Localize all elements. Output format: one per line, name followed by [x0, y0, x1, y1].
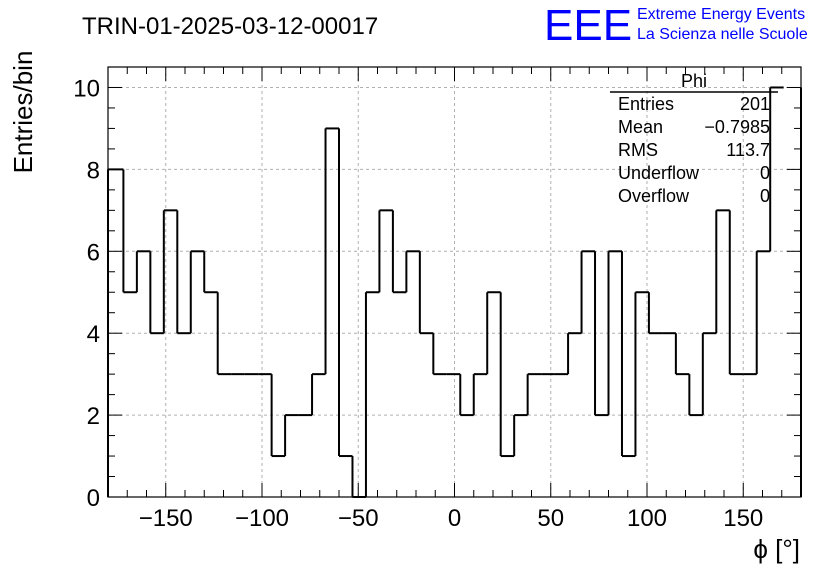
stats-row-label: Entries — [618, 94, 674, 114]
histogram-bin — [647, 292, 663, 335]
histogram-bin — [122, 169, 137, 294]
histogram-bin — [688, 374, 703, 417]
x-tick-label: 100 — [627, 505, 667, 532]
stats-row-value: 0 — [760, 163, 770, 183]
histogram-bin — [728, 210, 744, 376]
stats-row-value: 0 — [760, 186, 770, 206]
histogram-bin — [526, 373, 542, 416]
histogram-bin — [701, 332, 717, 416]
histogram-bin — [620, 251, 636, 458]
x-axis-label: ϕ [°] — [753, 534, 800, 564]
histogram-bin — [216, 292, 232, 376]
x-tick-label: 150 — [723, 505, 763, 532]
histogram-bin — [378, 209, 393, 293]
histogram-bin — [513, 414, 528, 457]
y-tick-label: 8 — [87, 157, 100, 184]
histogram-bin — [486, 291, 501, 375]
stats-row-value: 201 — [740, 94, 770, 114]
histogram-bin — [472, 373, 488, 416]
histogram-bin — [594, 251, 609, 417]
stats-row-value: −0.7985 — [704, 117, 770, 137]
histogram-bin — [351, 456, 366, 498]
histogram-bin — [607, 250, 622, 416]
histogram-bin — [338, 128, 353, 458]
histogram-bin — [189, 250, 205, 334]
y-tick-label: 2 — [87, 403, 100, 430]
histogram-bin — [755, 250, 771, 375]
y-tick-label: 4 — [87, 321, 100, 348]
histogram-bin — [459, 374, 474, 417]
histogram-bin — [203, 251, 218, 294]
stats-row-label: RMS — [618, 140, 658, 160]
histogram-bin — [418, 251, 434, 335]
histogram-bin — [135, 250, 151, 293]
histogram-bin — [432, 333, 447, 376]
axis-ticks: −150 −100 −50 0 50 100 150 0 2 4 6 8 10 — [73, 67, 801, 532]
histogram-bin — [769, 86, 784, 252]
y-tick-label: 0 — [87, 485, 100, 512]
histogram-bin — [567, 332, 582, 375]
histogram-bin — [284, 414, 299, 457]
histogram-bin — [270, 374, 286, 458]
x-tick-label: −100 — [235, 505, 289, 532]
histogram-bin — [149, 251, 164, 335]
stats-box: Phi Entries 201 Mean −0.7985 RMS 113.7 Underfl… — [610, 71, 778, 206]
histogram-bin — [162, 209, 178, 334]
stats-row-label: Mean — [618, 117, 663, 137]
grid-lines — [108, 67, 801, 497]
histogram-bin — [324, 127, 339, 375]
histogram-bin — [499, 292, 515, 458]
plot-frame — [107, 66, 802, 498]
histogram-bin — [674, 333, 690, 376]
histogram-bin — [715, 209, 730, 334]
histogram-bin — [580, 250, 596, 334]
logo-line2: La Scienza nelle Scuole — [637, 26, 808, 43]
histogram-bin — [391, 210, 407, 294]
y-axis-label: Entries/bin — [8, 51, 38, 174]
stats-row-value: 113.7 — [726, 140, 770, 160]
y-tick-label: 10 — [73, 75, 100, 102]
x-tick-label: 0 — [448, 505, 461, 532]
histogram-bin — [364, 291, 380, 497]
histogram-bin — [405, 250, 420, 293]
y-tick-label: 6 — [87, 239, 100, 266]
logo-line1: Extreme Energy Events — [637, 6, 805, 23]
x-tick-label: −50 — [338, 505, 379, 532]
chart-title: TRIN-01-2025-03-12-00017 — [82, 13, 378, 40]
stats-title: Phi — [681, 71, 707, 91]
stats-row-label: Overflow — [618, 186, 690, 206]
stats-row-label: Underflow — [618, 163, 700, 183]
x-tick-label: −150 — [139, 505, 193, 532]
histogram-bin — [311, 373, 326, 416]
histogram-bin — [176, 210, 191, 335]
x-tick-label: 50 — [537, 505, 564, 532]
eee-logo: EEE — [544, 1, 632, 50]
histogram-bin — [634, 291, 649, 457]
